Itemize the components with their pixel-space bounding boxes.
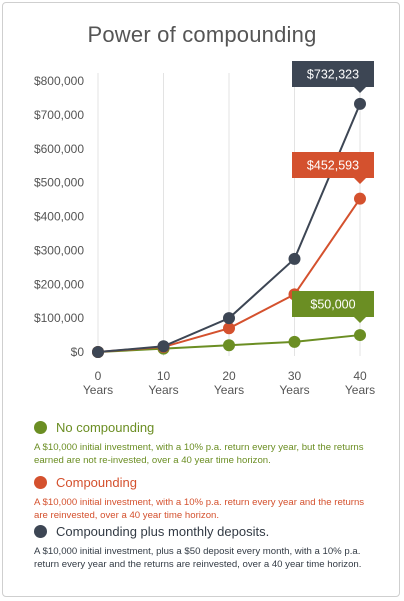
callout-value: $50,000 [310,298,355,312]
red-dot-icon [34,476,47,489]
y-tick-label: $100,000 [34,311,84,325]
x-tick-label: Years [279,383,309,397]
legend-description: A $10,000 initial investment, with a 10%… [34,497,365,521]
y-tick-label: $500,000 [34,176,84,190]
y-tick-label: $0 [71,345,85,359]
callout-box [292,291,374,323]
data-point [354,97,366,110]
legend-compounding-plus-deposits: Compounding plus monthly deposits. A $10… [34,524,374,571]
dark-dot-icon [34,525,47,538]
x-tick-label: Years [83,383,113,397]
legend-label: Compounding plus monthly deposits. [56,524,270,539]
x-tick-label: 0 [95,369,102,383]
data-point [288,252,301,265]
x-tick-label: Years [214,383,244,397]
y-tick-label: $700,000 [34,108,84,122]
callout-box [292,152,374,184]
y-tick-label: $800,000 [34,74,84,88]
data-point [223,312,235,325]
chart-title: Power of compounding [87,22,317,47]
callout-value: $732,323 [307,68,359,82]
legend-label: Compounding [56,475,137,490]
data-point [223,339,235,352]
x-tick-label: 10 [157,369,171,383]
x-tick-label: 40 [353,369,367,383]
legend-compounding: Compounding A $10,000 initial investment… [34,475,374,522]
legend-label: No compounding [56,420,155,435]
line-chart: $0 $100,000 $200,000 $300,000 $400,000 $500,0… [34,61,375,397]
data-point [288,335,301,348]
data-point [157,340,170,353]
value-callout: $732,323 [292,61,374,93]
callout-box [292,61,374,93]
data-point [354,192,366,205]
data-point [92,346,104,358]
data-point [223,322,235,335]
legend-description: A $10,000 initial investment, plus a $50… [34,546,362,570]
y-tick-label: $200,000 [34,277,84,291]
x-tick-label: 30 [288,369,302,383]
data-point [354,329,366,342]
x-tick-label: Years [148,383,178,397]
value-callout: $452,593 [292,152,374,184]
callout-value: $452,593 [307,159,359,173]
value-callout: $50,000 [292,291,374,323]
y-tick-label: $300,000 [34,243,84,257]
legend-no-compounding: No compounding A $10,000 initial investm… [34,420,374,467]
y-tick-label: $400,000 [34,210,84,224]
x-tick-label: 20 [222,369,236,383]
green-dot-icon [34,421,47,434]
y-tick-label: $600,000 [34,142,84,156]
legend-description: A $10,000 initial investment, with a 10%… [34,442,364,466]
x-tick-label: Years [345,383,375,397]
